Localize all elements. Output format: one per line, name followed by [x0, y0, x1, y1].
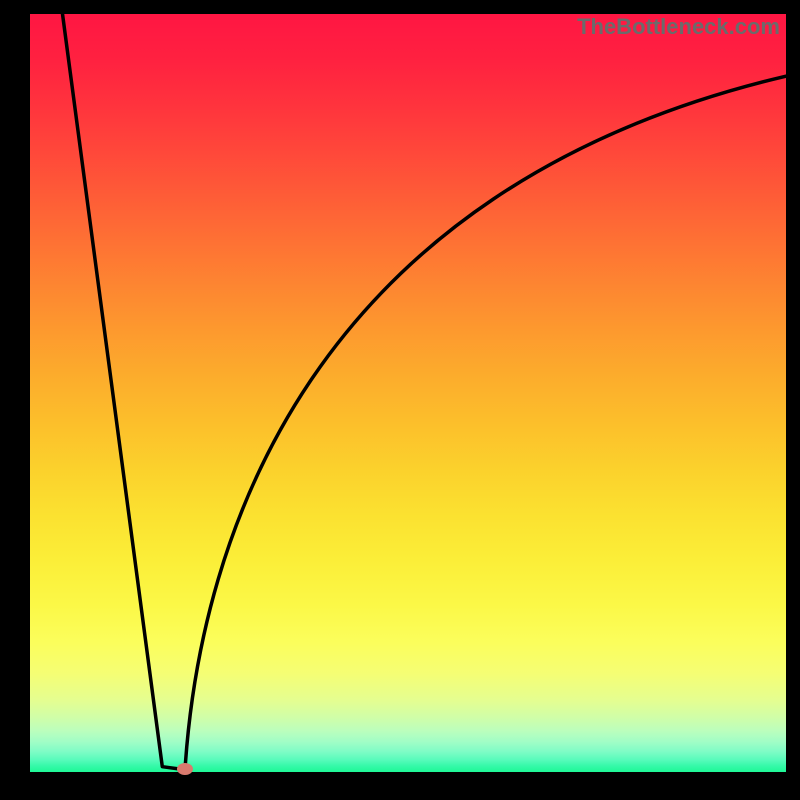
bottleneck-curve — [63, 14, 786, 770]
optimal-point-marker — [177, 763, 193, 775]
curve-layer — [30, 14, 786, 772]
watermark-text: TheBottleneck.com — [577, 14, 780, 40]
plot-area: TheBottleneck.com — [30, 14, 786, 772]
